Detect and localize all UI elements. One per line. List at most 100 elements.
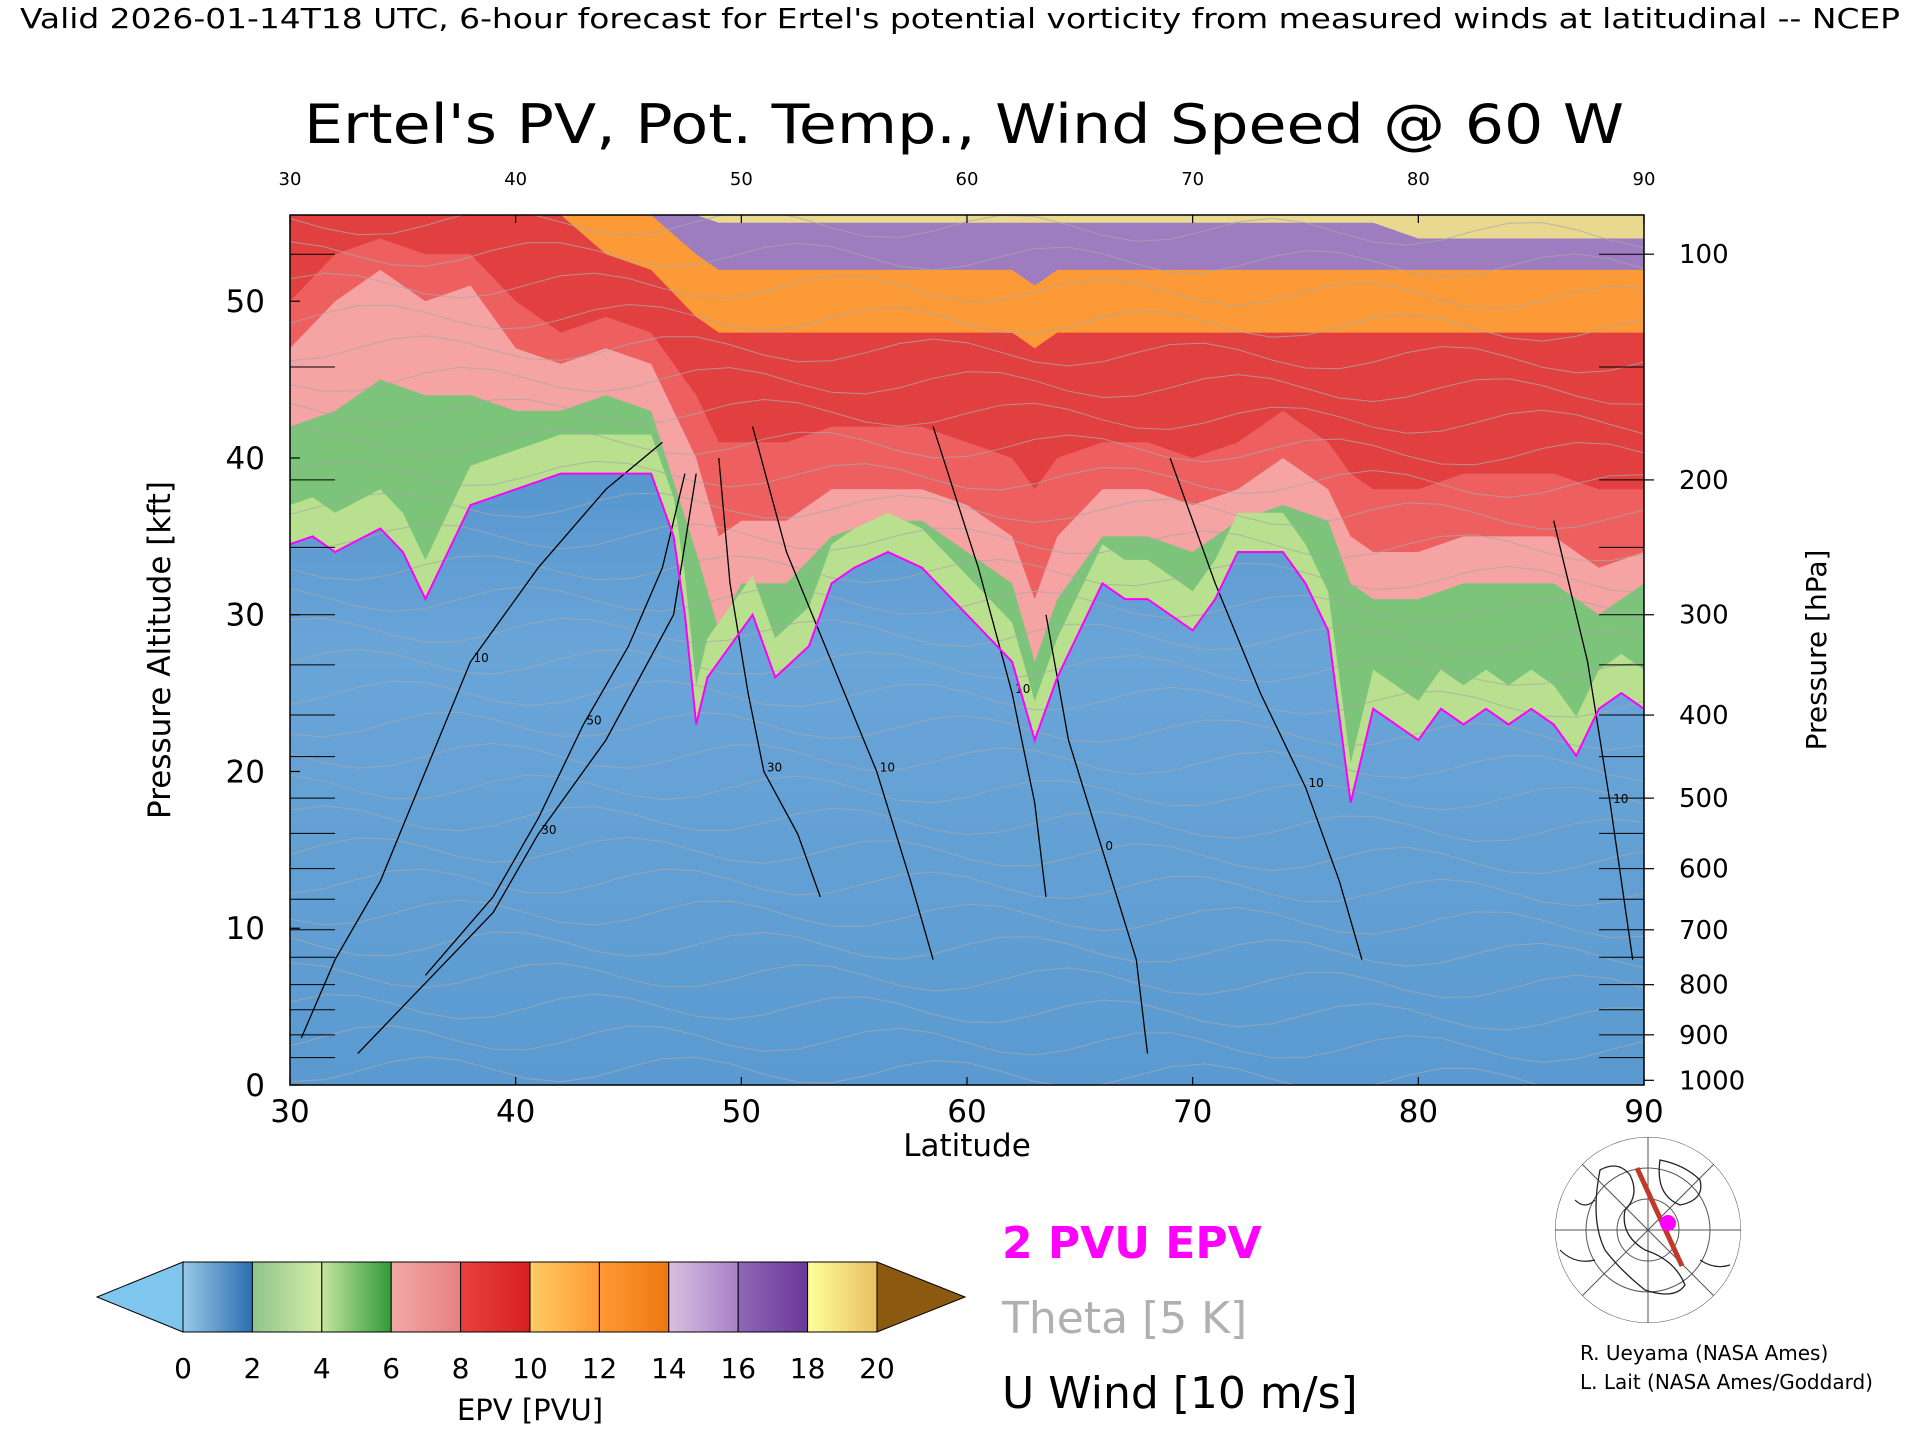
colorbar-over-arrow (876, 1261, 967, 1333)
wind-contour-label: 10 (1015, 682, 1030, 696)
x-axis-label: Latitude (903, 1128, 1031, 1164)
colorbar-segment (807, 1261, 878, 1333)
locator-map (1543, 1137, 1743, 1323)
x-tick-label: 90 (1624, 1094, 1663, 1130)
theta-line (290, 868, 1644, 907)
theta-line (290, 1025, 1644, 1063)
pv2-contour (290, 472, 1644, 804)
wind-contour-line (718, 457, 821, 898)
wind-contour-line (751, 426, 934, 960)
credit-1: R. Ueyama (NASA Ames) (1580, 1341, 1828, 1365)
theta-line (290, 585, 1644, 622)
x-top-tick-label: 60 (956, 169, 979, 190)
right-pressure-tick-marks (1599, 253, 1644, 1059)
colorbar-segment (251, 1261, 323, 1333)
theta-line (290, 460, 1644, 498)
x-tick-label: 50 (722, 1094, 761, 1130)
theta-line (290, 272, 1644, 309)
x-tick-label: 60 (947, 1094, 986, 1130)
theta-line (290, 742, 1644, 782)
theta-line (290, 429, 1644, 466)
map-section-line (1634, 1166, 1685, 1268)
y-tick-label: 10 (226, 911, 265, 947)
theta-contours (290, 215, 1644, 1085)
colorbar-tick-label: 4 (313, 1352, 331, 1385)
theta-line (290, 303, 1644, 342)
y-axis-left: 0 10 20 30 40 50 (226, 284, 300, 1104)
wind-contour-label: 10 (880, 760, 895, 774)
colorbar-segment (390, 1261, 462, 1333)
y-tick-label: 0 (245, 1068, 265, 1104)
theta-line (290, 648, 1644, 686)
pressure-tick-label: 300 (1679, 601, 1729, 631)
colorbar-segment (529, 1261, 600, 1333)
theta-line (290, 805, 1644, 843)
theta-line (290, 1056, 1644, 1085)
wind-contour-label: 10 (474, 651, 489, 665)
colorbar-tick-label: 16 (720, 1352, 756, 1385)
plot-area: 10 30 50 30 10 10 0 10 10 (289, 214, 1645, 1086)
wind-contour-line (1045, 614, 1149, 1054)
pressure-tick-label: 200 (1679, 466, 1729, 496)
wind-contour-label: 50 (586, 713, 601, 727)
theta-line (290, 836, 1644, 875)
theta-line (290, 398, 1644, 435)
y-tick-label: 30 (226, 598, 265, 634)
wind-contour-line (424, 473, 686, 976)
x-top-tick-label: 50 (730, 169, 753, 190)
theta-line (290, 555, 1644, 594)
legend-theta: Theta [5 K] (1001, 1293, 1247, 1344)
band-pv14-16 (290, 215, 1644, 286)
colorbar-tick-label: 18 (790, 1352, 826, 1385)
band-pv16-plus (290, 215, 1644, 239)
pressure-tick-label: 400 (1679, 701, 1729, 731)
theta-line (290, 899, 1644, 938)
wind-contours: 10 30 50 30 10 10 0 10 10 (300, 426, 1634, 1055)
colorbar-tick-label: 6 (382, 1352, 400, 1385)
header-text: Valid 2026-01-14T18 UTC, 6-hour forecast… (20, 2, 1900, 35)
pressure-tick-label: 500 (1679, 784, 1729, 814)
chart-title: Ertel's PV, Pot. Temp., Wind Speed @ 60 … (304, 93, 1624, 156)
theta-line (290, 993, 1644, 1031)
pv-bands (290, 215, 1644, 803)
x-tick-label: 70 (1173, 1094, 1212, 1130)
colorbar-tick-label: 10 (512, 1352, 548, 1385)
theta-line (290, 523, 1644, 562)
colorbar-segment (668, 1261, 739, 1333)
x-tick-label: 80 (1399, 1094, 1438, 1130)
y-tick-label: 20 (226, 754, 265, 790)
pressure-tick-label: 900 (1679, 1021, 1729, 1051)
x-top-tick-label: 40 (504, 169, 527, 190)
legend-uwind: U Wind [10 m/s] (1002, 1368, 1358, 1419)
x-top-tick-label: 70 (1181, 169, 1204, 190)
wind-contour-line (1169, 457, 1363, 960)
theta-line (290, 366, 1644, 405)
theta-line (290, 774, 1644, 811)
theta-line (290, 711, 1644, 751)
wind-contour-label: 10 (1309, 776, 1324, 790)
colorbar-tick-label: 0 (174, 1352, 192, 1385)
colorbar-segment (460, 1261, 531, 1333)
colorbar-segment (321, 1261, 392, 1333)
theta-line (290, 931, 1644, 969)
theta-line (290, 491, 1644, 530)
colorbar-segment (182, 1261, 253, 1333)
colorbar-segment (598, 1261, 670, 1333)
colorbar-tick-label: 8 (452, 1352, 470, 1385)
x-top-tick-label: 30 (279, 169, 302, 190)
wind-contour-line (932, 426, 1047, 897)
colorbar-tick-label: 14 (651, 1352, 687, 1385)
wind-contour-line (1553, 520, 1634, 960)
y-tick-label: 40 (226, 441, 265, 477)
colorbar-tick-label: 20 (859, 1352, 895, 1385)
theta-line (290, 241, 1644, 278)
y-axis-right-label: Pressure [hPa] (1800, 550, 1833, 751)
legend: 2 PVU EPV Theta [5 K] U Wind [10 m/s] (1001, 1218, 1358, 1419)
wind-contour-label: 0 (1105, 839, 1113, 853)
map-point-marker (1660, 1215, 1676, 1231)
colorbar-segment (737, 1261, 809, 1333)
colorbar: 0 2 4 6 8 10 12 14 16 18 20 (95, 1261, 967, 1385)
theta-line (290, 335, 1644, 374)
wind-contour-label: 10 (1613, 792, 1628, 806)
